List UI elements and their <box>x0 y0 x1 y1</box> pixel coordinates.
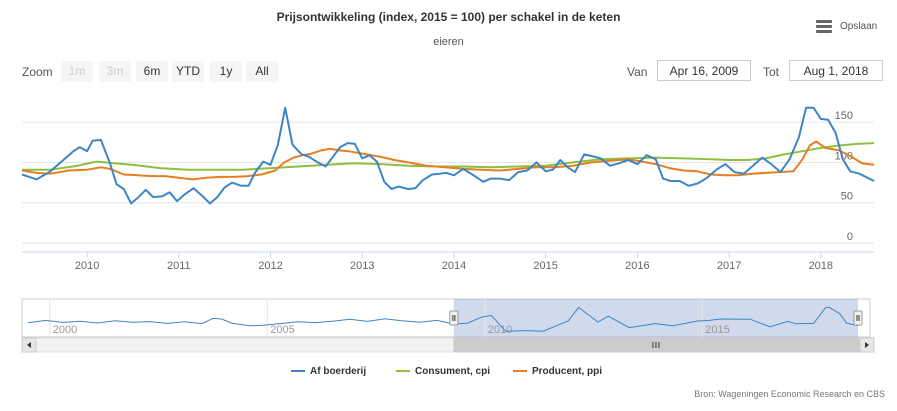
x-tick-label: 2011 <box>167 260 191 272</box>
chart-subtitle: eieren <box>433 36 464 48</box>
y-tick-label: 150 <box>835 110 853 122</box>
series-lines <box>21 106 875 205</box>
navigator[interactable]: 2000 2005 2010 2015 <box>21 298 871 338</box>
legend-label: Af boerderij <box>310 365 367 377</box>
to-date-label: Tot <box>763 65 780 79</box>
hamburger-menu-icon <box>816 19 832 33</box>
x-tick-label: 2018 <box>809 260 833 272</box>
navigator-left-handle[interactable] <box>449 310 459 326</box>
legend-item-consument-cpi[interactable]: Consument, cpi <box>396 364 490 378</box>
zoom-button-ytd[interactable]: YTD <box>172 61 204 82</box>
series-line-producent-ppi <box>21 140 875 181</box>
legend-swatch <box>513 370 527 372</box>
to-date-input[interactable]: Aug 1, 2018 <box>789 60 883 81</box>
legend-swatch <box>291 370 305 372</box>
navigator-tick-label: 2000 <box>53 324 77 336</box>
navigator-right-handle[interactable] <box>853 310 863 326</box>
zoom-button-6m[interactable]: 6m <box>136 61 168 82</box>
x-tick-label: 2010 <box>75 260 99 272</box>
legend-swatch <box>396 370 410 372</box>
legend-item-af-boerderij[interactable]: Af boerderij <box>291 364 366 378</box>
legend-label: Producent, ppi <box>532 365 602 377</box>
y-axis-labels: 0 50 100 150 <box>835 110 853 243</box>
series-line-consument-cpi <box>22 142 875 171</box>
navigator-tick-label: 2015 <box>705 324 729 336</box>
grid-lines <box>22 121 874 244</box>
y-tick-label: 50 <box>841 191 853 203</box>
zoom-button-all[interactable]: All <box>246 61 278 82</box>
scrollbar-thumb[interactable] <box>453 337 861 353</box>
y-tick-label: 100 <box>835 150 853 162</box>
scroll-right-arrow-icon <box>865 342 869 348</box>
scrollbar[interactable] <box>21 337 875 353</box>
navigator-tick-label: 2010 <box>488 324 512 336</box>
zoom-label: Zoom <box>22 65 53 79</box>
x-tick-label: 2012 <box>258 260 282 272</box>
chart-title: Prijsontwikkeling (index, 2015 = 100) pe… <box>276 10 621 24</box>
x-axis: 2010 2011 2012 2013 2014 2015 2016 2017 2018 <box>22 251 874 272</box>
zoom-button-1y[interactable]: 1y <box>210 61 242 82</box>
export-menu-label: Opslaan <box>840 20 878 32</box>
navigator-tick-label: 2005 <box>270 324 294 336</box>
x-tick-label: 2015 <box>533 260 557 272</box>
x-tick-label: 2016 <box>625 260 649 272</box>
zoom-button-3m[interactable]: 3m <box>99 61 131 82</box>
scroll-left-arrow-icon <box>27 342 31 348</box>
x-tick-label: 2013 <box>350 260 374 272</box>
zoom-button-1m[interactable]: 1m <box>61 61 93 82</box>
legend-label: Consument, cpi <box>415 365 491 377</box>
x-tick-label: 2017 <box>717 260 741 272</box>
from-date-label: Van <box>627 65 648 79</box>
x-tick-label: 2014 <box>442 260 466 272</box>
navigator-background <box>21 298 871 338</box>
series-line-af-boerderij <box>21 106 875 205</box>
from-date-input[interactable]: Apr 16, 2009 <box>657 60 751 81</box>
credits-text: Bron: Wageningen Economic Research en CB… <box>694 389 885 399</box>
legend-item-producent-ppi[interactable]: Producent, ppi <box>513 364 602 378</box>
y-tick-label: 0 <box>847 231 853 243</box>
export-menu-button[interactable]: Opslaan <box>816 17 886 35</box>
